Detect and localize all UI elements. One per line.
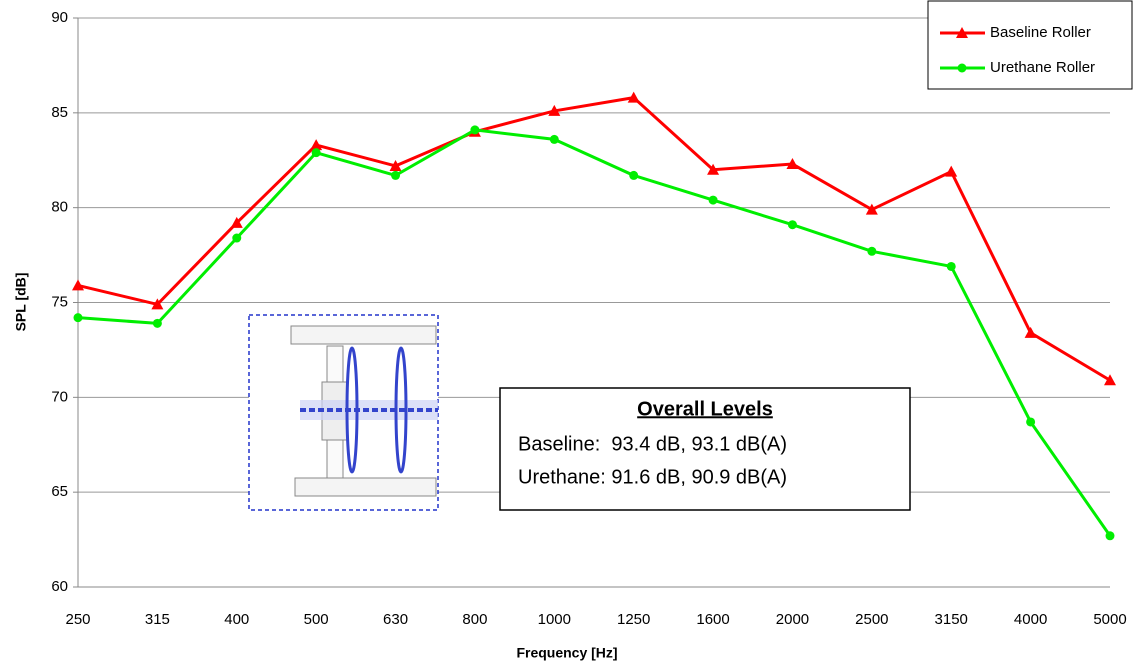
y-tick-label: 65 [51,483,68,500]
marker [865,203,878,215]
legend-box [927,0,1133,90]
y-tick-label: 90 [51,9,68,26]
marker [310,139,323,151]
marker [707,163,720,175]
marker [73,313,83,323]
annotation-box [499,387,911,511]
marker [945,165,958,177]
legend-label: Urethane Roller [990,59,1095,76]
x-tick-label: 4000 [1014,611,1047,628]
marker [957,63,967,73]
marker [867,246,877,256]
x-tick-label: 250 [65,611,90,628]
x-tick-label: 630 [383,611,408,628]
x-tick-label: 3150 [935,611,968,628]
y-axis-title: SPL [dB] [13,273,29,332]
marker [1105,531,1115,541]
x-tick-label: 800 [462,611,487,628]
marker [1026,417,1036,427]
x-tick-label: 315 [145,611,170,628]
y-tick-label: 75 [51,293,68,310]
marker [72,279,84,291]
marker [230,216,243,228]
marker [391,170,401,180]
marker [1024,326,1037,338]
y-tick-label: 60 [51,578,68,595]
x-tick-label: 1250 [617,611,650,628]
y-tick-label: 85 [51,104,68,121]
y-tick-label: 80 [51,199,68,216]
x-tick-label: 2500 [855,611,888,628]
marker [946,261,956,271]
x-tick-label: 400 [224,611,249,628]
marker [470,125,480,135]
marker [956,27,968,38]
marker [311,148,321,158]
marker [548,104,561,116]
line [77,96,1111,382]
x-tick-label: 5000 [1093,611,1126,628]
legend-label: Baseline Roller [990,24,1091,41]
annotation-line: Baseline: 93.4 dB, 93.1 dB(A) [518,433,787,455]
annotation-title: Overall Levels [637,398,773,420]
marker [389,159,402,171]
inset-diagram [248,314,439,511]
x-tick-label: 2000 [776,611,809,628]
marker [232,233,242,243]
annotation-line: Urethane: 91.6 dB, 90.9 dB(A) [518,466,787,488]
marker [627,91,640,103]
marker [708,195,718,205]
marker [151,298,164,310]
x-axis-title: Frequency [Hz] [516,645,617,661]
x-tick-label: 1000 [538,611,571,628]
marker [629,170,639,180]
marker [1104,374,1116,386]
marker [549,134,559,144]
marker [786,158,799,170]
y-tick-label: 70 [51,388,68,405]
line [77,128,1112,537]
x-tick-label: 1600 [696,611,729,628]
x-tick-label: 500 [304,611,329,628]
marker [152,318,162,328]
marker [787,220,797,230]
